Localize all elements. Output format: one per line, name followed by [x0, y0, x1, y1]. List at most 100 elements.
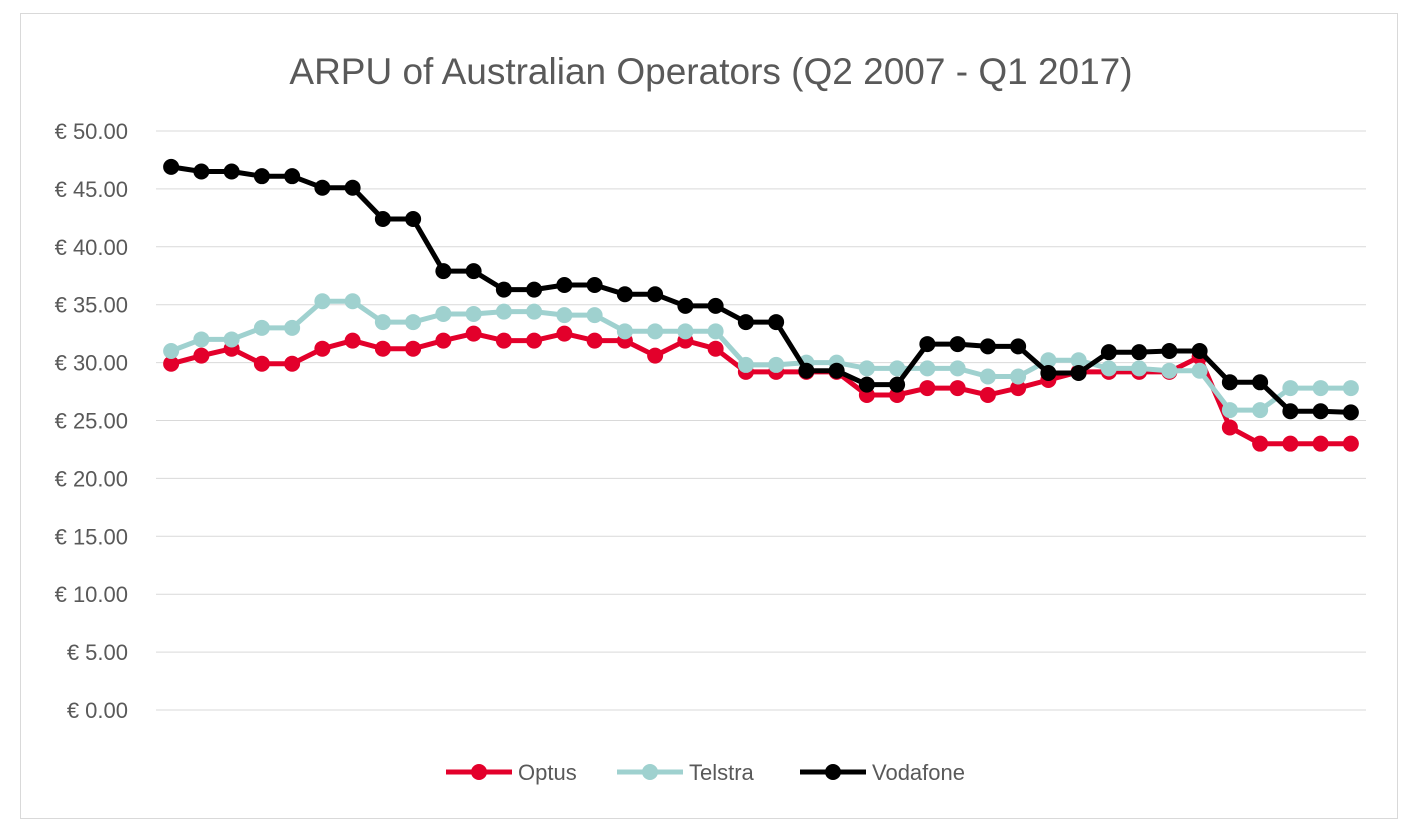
vodafone-point	[828, 362, 845, 379]
vodafone-point	[798, 362, 815, 379]
optus-point	[495, 332, 512, 349]
series-optus	[163, 325, 1359, 452]
vodafone-point	[1100, 344, 1117, 361]
y-tick-label: € 15.00	[55, 524, 128, 549]
telstra-point	[949, 360, 966, 377]
vodafone-point	[495, 281, 512, 298]
vodafone-point	[1010, 338, 1027, 355]
vodafone-point	[889, 376, 906, 393]
optus-point	[1010, 380, 1027, 397]
legend-label: Optus	[518, 760, 577, 785]
y-tick-label: € 10.00	[55, 582, 128, 607]
y-tick-label: € 45.00	[55, 177, 128, 202]
y-tick-label: € 40.00	[55, 235, 128, 260]
telstra-point	[1342, 380, 1359, 397]
line-chart: ARPU of Australian Operators (Q2 2007 - …	[55, 51, 1366, 785]
vodafone-point	[858, 376, 875, 393]
telstra-point	[1312, 380, 1329, 397]
optus-point	[344, 332, 361, 349]
vodafone-point	[284, 168, 301, 185]
y-tick-label: € 25.00	[55, 409, 128, 434]
optus-point	[1221, 419, 1238, 436]
telstra-point	[677, 323, 694, 340]
chart-frame: ARPU of Australian Operators (Q2 2007 - …	[20, 13, 1398, 819]
legend-label: Vodafone	[872, 760, 965, 785]
telstra-point	[435, 305, 452, 322]
optus-point	[465, 325, 482, 342]
y-tick-label: € 0.00	[67, 698, 128, 723]
vodafone-point	[314, 179, 331, 196]
legend-item-telstra: Telstra	[617, 760, 755, 785]
telstra-point	[465, 305, 482, 322]
vodafone-point	[1070, 365, 1087, 382]
optus-point	[647, 347, 664, 364]
optus-point	[707, 340, 724, 357]
optus-point	[1342, 435, 1359, 452]
optus-point	[314, 340, 331, 357]
y-tick-label: € 20.00	[55, 466, 128, 491]
legend-swatch-marker	[471, 764, 487, 780]
telstra-point	[253, 319, 270, 336]
legend-swatch-marker	[642, 764, 658, 780]
y-tick-label: € 35.00	[55, 293, 128, 318]
telstra-point	[1070, 352, 1087, 369]
vodafone-point	[737, 314, 754, 331]
telstra-point	[1191, 362, 1208, 379]
telstra-point	[1010, 368, 1027, 385]
vodafone-point	[435, 263, 452, 280]
optus-point	[163, 355, 180, 372]
optus-point	[435, 332, 452, 349]
legend-label: Telstra	[689, 760, 755, 785]
telstra-point	[919, 360, 936, 377]
vodafone-point	[1040, 365, 1057, 382]
vodafone-point	[768, 314, 785, 331]
telstra-point	[1100, 360, 1117, 377]
vodafone-point	[253, 168, 270, 185]
telstra-point	[647, 323, 664, 340]
vodafone-point	[374, 211, 391, 228]
vodafone-point	[1221, 374, 1238, 391]
vodafone-point	[526, 281, 543, 298]
telstra-line	[170, 298, 1351, 413]
optus-point	[284, 355, 301, 372]
legend-item-vodafone: Vodafone	[800, 760, 965, 785]
optus-point	[405, 340, 422, 357]
telstra-point	[1040, 352, 1057, 369]
optus-point	[1282, 435, 1299, 452]
telstra-point	[768, 356, 785, 373]
telstra-point	[193, 331, 210, 348]
optus-point	[586, 332, 603, 349]
telstra-point	[616, 323, 633, 340]
optus-point	[526, 332, 543, 349]
telstra-point	[223, 331, 240, 348]
telstra-point	[1221, 402, 1238, 419]
vodafone-point	[979, 338, 996, 355]
telstra-point	[737, 356, 754, 373]
chart-title: ARPU of Australian Operators (Q2 2007 - …	[289, 51, 1132, 92]
telstra-point	[314, 293, 331, 310]
legend-swatch-marker	[825, 764, 841, 780]
vodafone-line	[170, 164, 1351, 415]
vodafone-point	[223, 163, 240, 180]
vodafone-point	[1342, 404, 1359, 421]
vodafone-point	[1161, 343, 1178, 360]
telstra-point	[586, 307, 603, 324]
telstra-point	[556, 307, 573, 324]
vodafone-point	[586, 277, 603, 294]
optus-point	[919, 380, 936, 397]
vodafone-point	[616, 286, 633, 303]
telstra-point	[374, 314, 391, 331]
optus-point	[979, 387, 996, 404]
optus-point	[193, 347, 210, 364]
vodafone-point	[647, 286, 664, 303]
vodafone-point	[1282, 403, 1299, 420]
vodafone-point	[1252, 374, 1269, 391]
telstra-point	[163, 343, 180, 360]
legend-item-optus: Optus	[446, 760, 577, 785]
telstra-point	[707, 323, 724, 340]
telstra-point	[1252, 402, 1269, 419]
vodafone-point	[1131, 344, 1148, 361]
optus-point	[556, 325, 573, 342]
optus-point	[253, 355, 270, 372]
vodafone-point	[949, 336, 966, 353]
